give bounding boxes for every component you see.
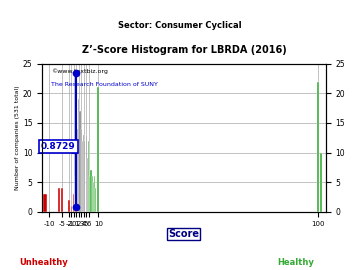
Bar — [320, 153, 322, 212]
Bar — [68, 200, 70, 212]
Text: ©www.textbiz.org: ©www.textbiz.org — [51, 68, 108, 74]
Bar — [86, 135, 87, 212]
Bar — [94, 176, 95, 212]
Bar — [44, 194, 47, 212]
Bar — [76, 123, 77, 212]
Text: The Research Foundation of SUNY: The Research Foundation of SUNY — [51, 82, 158, 87]
Bar — [84, 141, 85, 212]
Bar — [83, 135, 84, 212]
Bar — [89, 176, 90, 212]
Title: Z’-Score Histogram for LBRDA (2016): Z’-Score Histogram for LBRDA (2016) — [81, 45, 286, 55]
Bar — [97, 87, 99, 212]
Bar — [318, 82, 319, 212]
Bar — [87, 158, 88, 212]
Bar — [88, 141, 89, 212]
Text: Sector: Consumer Cyclical: Sector: Consumer Cyclical — [118, 21, 242, 30]
Bar — [77, 129, 78, 212]
X-axis label: Score: Score — [168, 229, 199, 239]
Y-axis label: Number of companies (531 total): Number of companies (531 total) — [15, 85, 20, 190]
Bar — [90, 170, 91, 212]
Bar — [92, 176, 93, 212]
Bar — [78, 99, 79, 212]
Text: Unhealthy: Unhealthy — [19, 258, 68, 266]
Bar — [61, 188, 63, 212]
Bar — [93, 182, 94, 212]
Bar — [96, 194, 98, 212]
Bar — [71, 206, 72, 212]
Text: Healthy: Healthy — [277, 258, 314, 266]
Bar — [80, 111, 81, 212]
Bar — [82, 141, 83, 212]
Bar — [95, 188, 96, 212]
Bar — [73, 194, 75, 212]
Text: 0.8729: 0.8729 — [41, 142, 76, 151]
Bar — [58, 188, 60, 212]
Bar — [75, 176, 76, 212]
Bar — [81, 129, 82, 212]
